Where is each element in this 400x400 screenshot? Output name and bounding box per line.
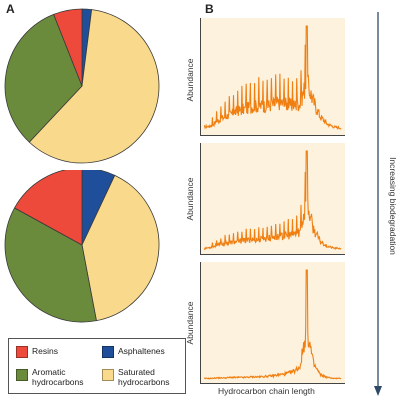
legend: Resins Asphaltenes Aromatic hydrocarbons…: [8, 338, 186, 394]
panel-b-label: B: [205, 2, 214, 16]
chromatogram-trace: [203, 150, 342, 251]
x-axis-label: Hydrocarbon chain length: [218, 386, 315, 396]
legend-label-aromatic: Aromatic hydrocarbons: [32, 367, 84, 387]
legend-swatch-asphaltenes: [102, 346, 114, 358]
panel-a-label: A: [6, 2, 15, 16]
chromatogram-trace: [204, 269, 342, 380]
y-axis-label-middle: Abundance: [185, 177, 195, 221]
biodegradation-arrow: [374, 12, 382, 396]
legend-label-saturated: Saturated hydrocarbons: [118, 367, 170, 387]
pie-slice-resins: [13, 170, 83, 246]
pie-slice-saturated-hydrocarbons: [28, 9, 160, 164]
axis-line: [200, 143, 345, 255]
pie-slice-aromatic-hydrocarbons: [4, 13, 83, 143]
y-axis-label-top: Abundance: [185, 58, 195, 102]
legend-label-resins: Resins: [32, 346, 58, 356]
y-axis-label-bottom: Abundance: [185, 301, 195, 345]
chromatogram-trace: [203, 25, 342, 130]
axis-line: [200, 18, 345, 136]
pie-slice-saturated-hydrocarbons: [81, 174, 160, 322]
legend-swatch-saturated: [102, 369, 114, 381]
chart-background: [200, 262, 345, 384]
pie-slice-resins: [53, 8, 83, 87]
legend-label-asphaltenes: Asphaltenes: [118, 346, 165, 356]
pie-slice-aromatic-hydrocarbons: [4, 207, 97, 323]
legend-swatch-aromatic: [16, 369, 28, 381]
legend-swatch-resins: [16, 346, 28, 358]
chromatogram-bottom: [200, 262, 345, 384]
axis-line: [200, 262, 345, 384]
chromatogram-middle: [200, 143, 345, 255]
pie-chart-top: [4, 8, 160, 164]
chromatogram-top: [200, 18, 345, 136]
side-label: Increasing biodegradation: [388, 157, 398, 255]
pie-chart-bottom: [4, 170, 160, 323]
